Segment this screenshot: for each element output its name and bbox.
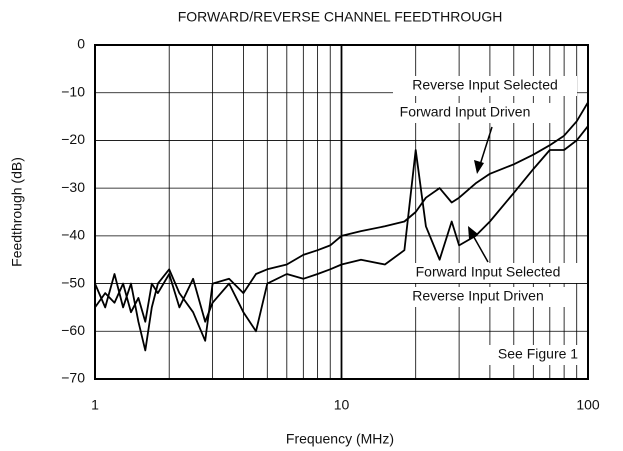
series-line: [94, 101, 589, 352]
chart-title: FORWARD/REVERSE CHANNEL FEEDTHROUGH: [178, 9, 503, 25]
arrow: [478, 126, 493, 169]
y-tick-label: −50: [61, 274, 85, 290]
x-tick-label: 1: [91, 397, 99, 413]
x-tick-label: 100: [576, 397, 600, 413]
annotation: Forward Input Selected: [416, 264, 561, 280]
annotation: Reverse Input Driven: [412, 288, 544, 304]
annotation: Forward Input Driven: [400, 104, 531, 120]
y-tick-label: −60: [61, 322, 85, 338]
y-tick-label: −10: [61, 83, 85, 99]
label-background: [396, 263, 580, 283]
plot-frame: [94, 44, 589, 380]
label-background: [386, 287, 570, 307]
annotation: See Figure 1: [498, 346, 578, 362]
label-background: [393, 76, 577, 96]
arrowhead: [468, 226, 478, 239]
label-background: [480, 345, 586, 365]
y-tick-label: −40: [61, 227, 85, 243]
x-axis-label: Frequency (MHz): [286, 431, 394, 447]
y-axis-label: Feedthrough (dB): [9, 157, 25, 267]
annotation: Reverse Input Selected: [412, 77, 558, 93]
label-background: [373, 103, 557, 123]
y-tick-label: −30: [61, 179, 85, 195]
series-line: [94, 125, 589, 333]
arrow: [470, 231, 489, 263]
y-tick-label: −20: [61, 131, 85, 147]
y-tick-label: −70: [61, 370, 85, 386]
y-tick-label: 0: [77, 36, 85, 52]
x-tick-label: 10: [334, 397, 350, 413]
arrowhead: [474, 160, 484, 174]
